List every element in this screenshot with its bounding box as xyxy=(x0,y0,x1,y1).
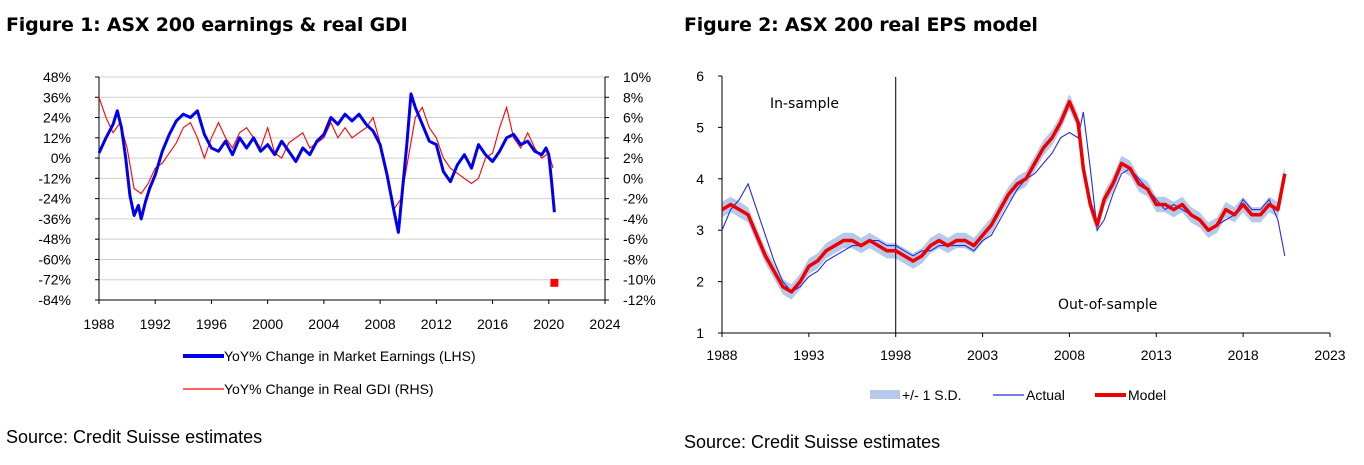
y-tick-label-left: 36% xyxy=(43,89,71,105)
y-tick-label-right: 4% xyxy=(623,130,643,146)
figure-2-axes xyxy=(721,76,1330,334)
figure-1-gridlines xyxy=(99,76,605,301)
y-tick-label: 6 xyxy=(696,68,704,84)
series-model-line xyxy=(721,99,1287,294)
y-tick-label-left: 0% xyxy=(51,150,71,166)
x-tick-label: 2003 xyxy=(967,347,998,363)
x-tick-label: 1988 xyxy=(706,347,737,363)
figure-1-title: Figure 1: ASX 200 earnings & real GDI xyxy=(6,14,408,36)
series-real-gdi-line xyxy=(98,97,554,211)
y-tick-label: 3 xyxy=(696,222,704,238)
legend-label-earnings: YoY% Change in Market Earnings (LHS) xyxy=(224,348,476,364)
y-tick-label-right: 10% xyxy=(623,69,651,85)
y-tick-label-right: -8% xyxy=(623,251,648,267)
figure-2-y-ticks: 6 5 4 3 2 1 xyxy=(696,68,722,341)
y-tick-label: 1 xyxy=(696,325,704,341)
series-sd-band xyxy=(722,94,1285,300)
series-market-earnings-line xyxy=(97,92,556,234)
x-tick-label: 1996 xyxy=(196,316,227,332)
y-tick-label-left: -48% xyxy=(38,231,71,247)
out-of-sample-label: Out-of-sample xyxy=(1058,297,1157,313)
x-tick-label: 2012 xyxy=(421,316,452,332)
y-tick-label-left: -36% xyxy=(38,211,71,227)
legend-swatch-sd-band xyxy=(870,390,900,399)
figure-1-x-ticks: 1988 1992 1996 2000 2004 2008 2012 2016 2020 2024 xyxy=(83,300,621,332)
legend-label-sd-band: +/- 1 S.D. xyxy=(902,387,962,403)
y-tick-label-left: -84% xyxy=(38,292,71,308)
figure-2-legend: +/- 1 S.D. Actual Model xyxy=(870,387,1166,403)
x-tick-label: 2023 xyxy=(1314,347,1345,363)
figure-1-source: Source: Credit Suisse estimates xyxy=(6,427,263,447)
y-tick-label-right: -6% xyxy=(623,231,648,247)
y-tick-label-right: 2% xyxy=(623,150,643,166)
x-tick-label: 2000 xyxy=(252,316,283,332)
y-tick-label-left: -24% xyxy=(38,191,71,207)
x-tick-label: 2020 xyxy=(533,316,564,332)
x-tick-label: 2004 xyxy=(308,316,339,332)
y-tick-label-left: -60% xyxy=(38,251,71,267)
y-tick-label-right: -12% xyxy=(623,292,656,308)
legend-label-gdi: YoY% Change in Real GDI (RHS) xyxy=(224,381,434,397)
x-tick-label: 2008 xyxy=(1054,347,1085,363)
x-tick-label: 2013 xyxy=(1141,347,1172,363)
legend-label-model: Model xyxy=(1128,387,1166,403)
x-tick-label: 2008 xyxy=(365,316,396,332)
y-tick-label-left: 48% xyxy=(43,69,71,85)
y-tick-label-right: -2% xyxy=(623,191,648,207)
x-tick-label: 2024 xyxy=(589,316,620,332)
y-tick-label: 2 xyxy=(696,274,704,290)
figure-2-x-ticks: 1988 1993 1998 2003 2008 2013 2018 2023 xyxy=(706,333,1346,363)
legend-label-actual: Actual xyxy=(1026,387,1065,403)
figure-1-chart: 48% 36% 24% 12% 0% -12% -24% -36% -48% -60% -72% -8… xyxy=(38,69,655,397)
x-tick-label: 2018 xyxy=(1228,347,1259,363)
in-sample-label: In-sample xyxy=(770,96,839,112)
y-tick-label: 4 xyxy=(696,171,704,187)
figure-1-legend: YoY% Change in Market Earnings (LHS) YoY… xyxy=(183,348,476,397)
y-tick-label: 5 xyxy=(696,119,704,135)
y-tick-label-left: 12% xyxy=(43,130,71,146)
y-tick-label-right: 6% xyxy=(623,110,643,126)
y-tick-label-right: -10% xyxy=(623,272,656,288)
figure-1-y-ticks-left: 48% 36% 24% 12% 0% -12% -24% -36% -48% -60% -72% -8… xyxy=(38,69,99,308)
figure-2-title: Figure 2: ASX 200 real EPS model xyxy=(684,14,1038,36)
y-tick-label-left: -12% xyxy=(38,170,71,186)
y-tick-label-right: -4% xyxy=(623,211,648,227)
forecast-marker xyxy=(550,278,559,287)
x-tick-label: 1993 xyxy=(793,347,824,363)
x-tick-label: 1992 xyxy=(140,316,171,332)
x-tick-label: 1998 xyxy=(880,347,911,363)
figure-1-axes xyxy=(98,77,606,301)
figure-2-source: Source: Credit Suisse estimates xyxy=(684,432,941,452)
x-tick-label: 2016 xyxy=(477,316,508,332)
figure-1-y-ticks-right: 10% 8% 6% 4% 2% 0% -2% -4% -6% -8% -10% -12% xyxy=(605,69,656,308)
y-tick-label-left: 24% xyxy=(43,110,71,126)
x-tick-label: 1988 xyxy=(83,316,114,332)
y-tick-label-left: -72% xyxy=(38,272,71,288)
y-tick-label-right: 0% xyxy=(623,170,643,186)
y-tick-label-right: 8% xyxy=(623,89,643,105)
